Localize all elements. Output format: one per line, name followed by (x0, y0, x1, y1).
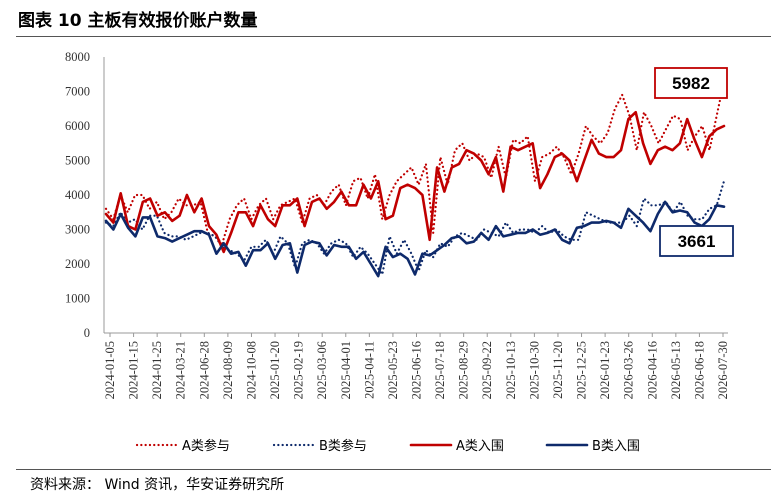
y-tick-label: 6000 (65, 119, 90, 133)
series-line-2 (104, 180, 726, 276)
y-tick-label: 0 (84, 326, 90, 340)
x-tick-label: 2026-03-26 (622, 341, 636, 399)
x-tick-label: 2026-07-30 (716, 341, 730, 399)
y-axis: 0 1000 2000 3000 4000 5000 6000 7000 8000 (65, 50, 105, 340)
y-tick-label: 1000 (65, 292, 90, 306)
x-tick-label: 2025-07-18 (433, 341, 447, 399)
annotation-box-1 (654, 67, 728, 99)
y-tick-label: 2000 (65, 257, 90, 271)
annotation-layer: 5982 3661 (654, 67, 734, 257)
annotation-box-2 (659, 225, 734, 257)
x-tick-label: 2025-06-16 (410, 341, 424, 399)
series-line-4 (104, 200, 726, 278)
y-tick-label: 3000 (65, 223, 90, 237)
x-tick-label: 2026-06-18 (692, 341, 706, 399)
y-tick-label: 7000 (65, 85, 90, 99)
x-tick-label: 2025-12-25 (575, 341, 589, 399)
x-tick-label: 2025-01-20 (268, 341, 282, 399)
legend-label-3: A类入围 (456, 439, 504, 454)
x-tick-label: 2025-09-22 (480, 341, 494, 399)
x-tick-label: 2025-04-01 (339, 341, 353, 399)
x-tick-label: 2025-10-13 (504, 341, 518, 399)
page-title: 图表 10 主板有效报价账户数量 (18, 11, 258, 31)
legend-label-1: A类参与 (182, 438, 230, 454)
legend-label-2: B类参与 (319, 438, 367, 454)
source-note: 资料来源： Wind 资讯，华安证券研究所 (30, 477, 285, 493)
x-tick-label: 2025-02-19 (292, 341, 306, 399)
y-tick-label: 4000 (65, 188, 90, 202)
series-layer (104, 80, 726, 278)
x-tick-label: 2024-08-09 (221, 341, 235, 399)
y-tick-label: 8000 (65, 50, 90, 64)
x-tick-label: 2025-10-30 (527, 341, 541, 399)
legend-label-4: B类入围 (592, 439, 640, 454)
annotation-label-2: 3661 (678, 232, 716, 251)
y-tick-label: 5000 (65, 154, 90, 168)
x-tick-label: 2025-03-06 (315, 341, 329, 399)
x-tick-label: 2024-10-08 (244, 341, 258, 399)
legend: A类参与 B类参与 A类入围 B类入围 (135, 438, 640, 454)
x-tick-label: 2025-08-29 (457, 341, 471, 399)
x-tick-label: 2024-01-05 (103, 341, 117, 399)
x-axis: 2024-01-05 2024-01-15 2024-01-25 2024-03-21… (103, 332, 730, 399)
x-tick-label: 2026-04-16 (645, 341, 659, 399)
title-rule (16, 36, 771, 37)
x-tick-label: 2024-01-15 (127, 341, 141, 399)
x-tick-label: 2025-05-23 (386, 341, 400, 399)
x-tick-label: 2025-11-20 (551, 341, 565, 399)
x-tick-label: 2026-01-23 (598, 341, 612, 399)
x-tick-label: 2024-03-21 (174, 341, 188, 399)
x-tick-label: 2024-06-28 (197, 341, 211, 399)
annotation-label-1: 5982 (672, 74, 710, 93)
x-tick-label: 2024-01-25 (150, 341, 164, 399)
x-tick-label: 2026-05-13 (669, 341, 683, 399)
x-tick-label: 2025-04-11 (362, 341, 376, 399)
series-line-3 (104, 110, 726, 254)
source-rule (16, 469, 771, 470)
